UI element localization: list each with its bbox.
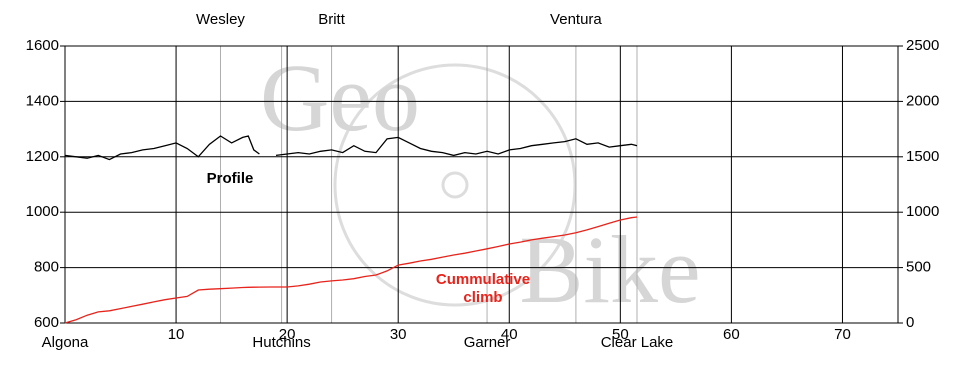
y-tick-label: 800 — [34, 259, 59, 276]
x-tick-label: 40 — [501, 326, 518, 343]
x-tick-label: 60 — [723, 326, 740, 343]
y2-tick-label: 0 — [906, 314, 914, 331]
watermark-wheel — [333, 63, 577, 307]
town-label: Hutchins — [252, 334, 310, 351]
watermark-hub — [441, 171, 469, 199]
series-label: Profile — [206, 170, 254, 187]
series-label: Cummulative climb — [435, 271, 531, 306]
town-label: Clear Lake — [601, 334, 674, 351]
y-tick-label: 1600 — [26, 37, 59, 54]
plot-frame — [64, 45, 899, 324]
x-tick-label: 20 — [279, 326, 296, 343]
y-tick-label: 600 — [34, 314, 59, 331]
x-tick-label: 70 — [834, 326, 851, 343]
town-label: Britt — [318, 11, 346, 28]
town-label: Garner — [464, 334, 511, 351]
y2-tick-label: 1500 — [906, 148, 939, 165]
y-tick-label: 1000 — [26, 203, 59, 220]
x-tick-label: 10 — [168, 326, 185, 343]
town-label: Wesley — [196, 11, 245, 28]
y2-tick-label: 1000 — [906, 203, 939, 220]
town-label: Algona — [42, 334, 89, 351]
x-tick-label: 50 — [612, 326, 629, 343]
x-tick-label: 30 — [390, 326, 407, 343]
y-tick-label: 1400 — [26, 92, 59, 109]
town-label: Ventura — [550, 11, 602, 28]
y2-tick-label: 2500 — [906, 37, 939, 54]
watermark: Geo — [260, 44, 420, 151]
series-line — [64, 216, 638, 324]
series-line — [64, 135, 638, 161]
y-tick-label: 1200 — [26, 148, 59, 165]
y2-tick-label: 500 — [906, 259, 931, 276]
y2-tick-label: 2000 — [906, 92, 939, 109]
watermark: Bike — [519, 216, 700, 323]
